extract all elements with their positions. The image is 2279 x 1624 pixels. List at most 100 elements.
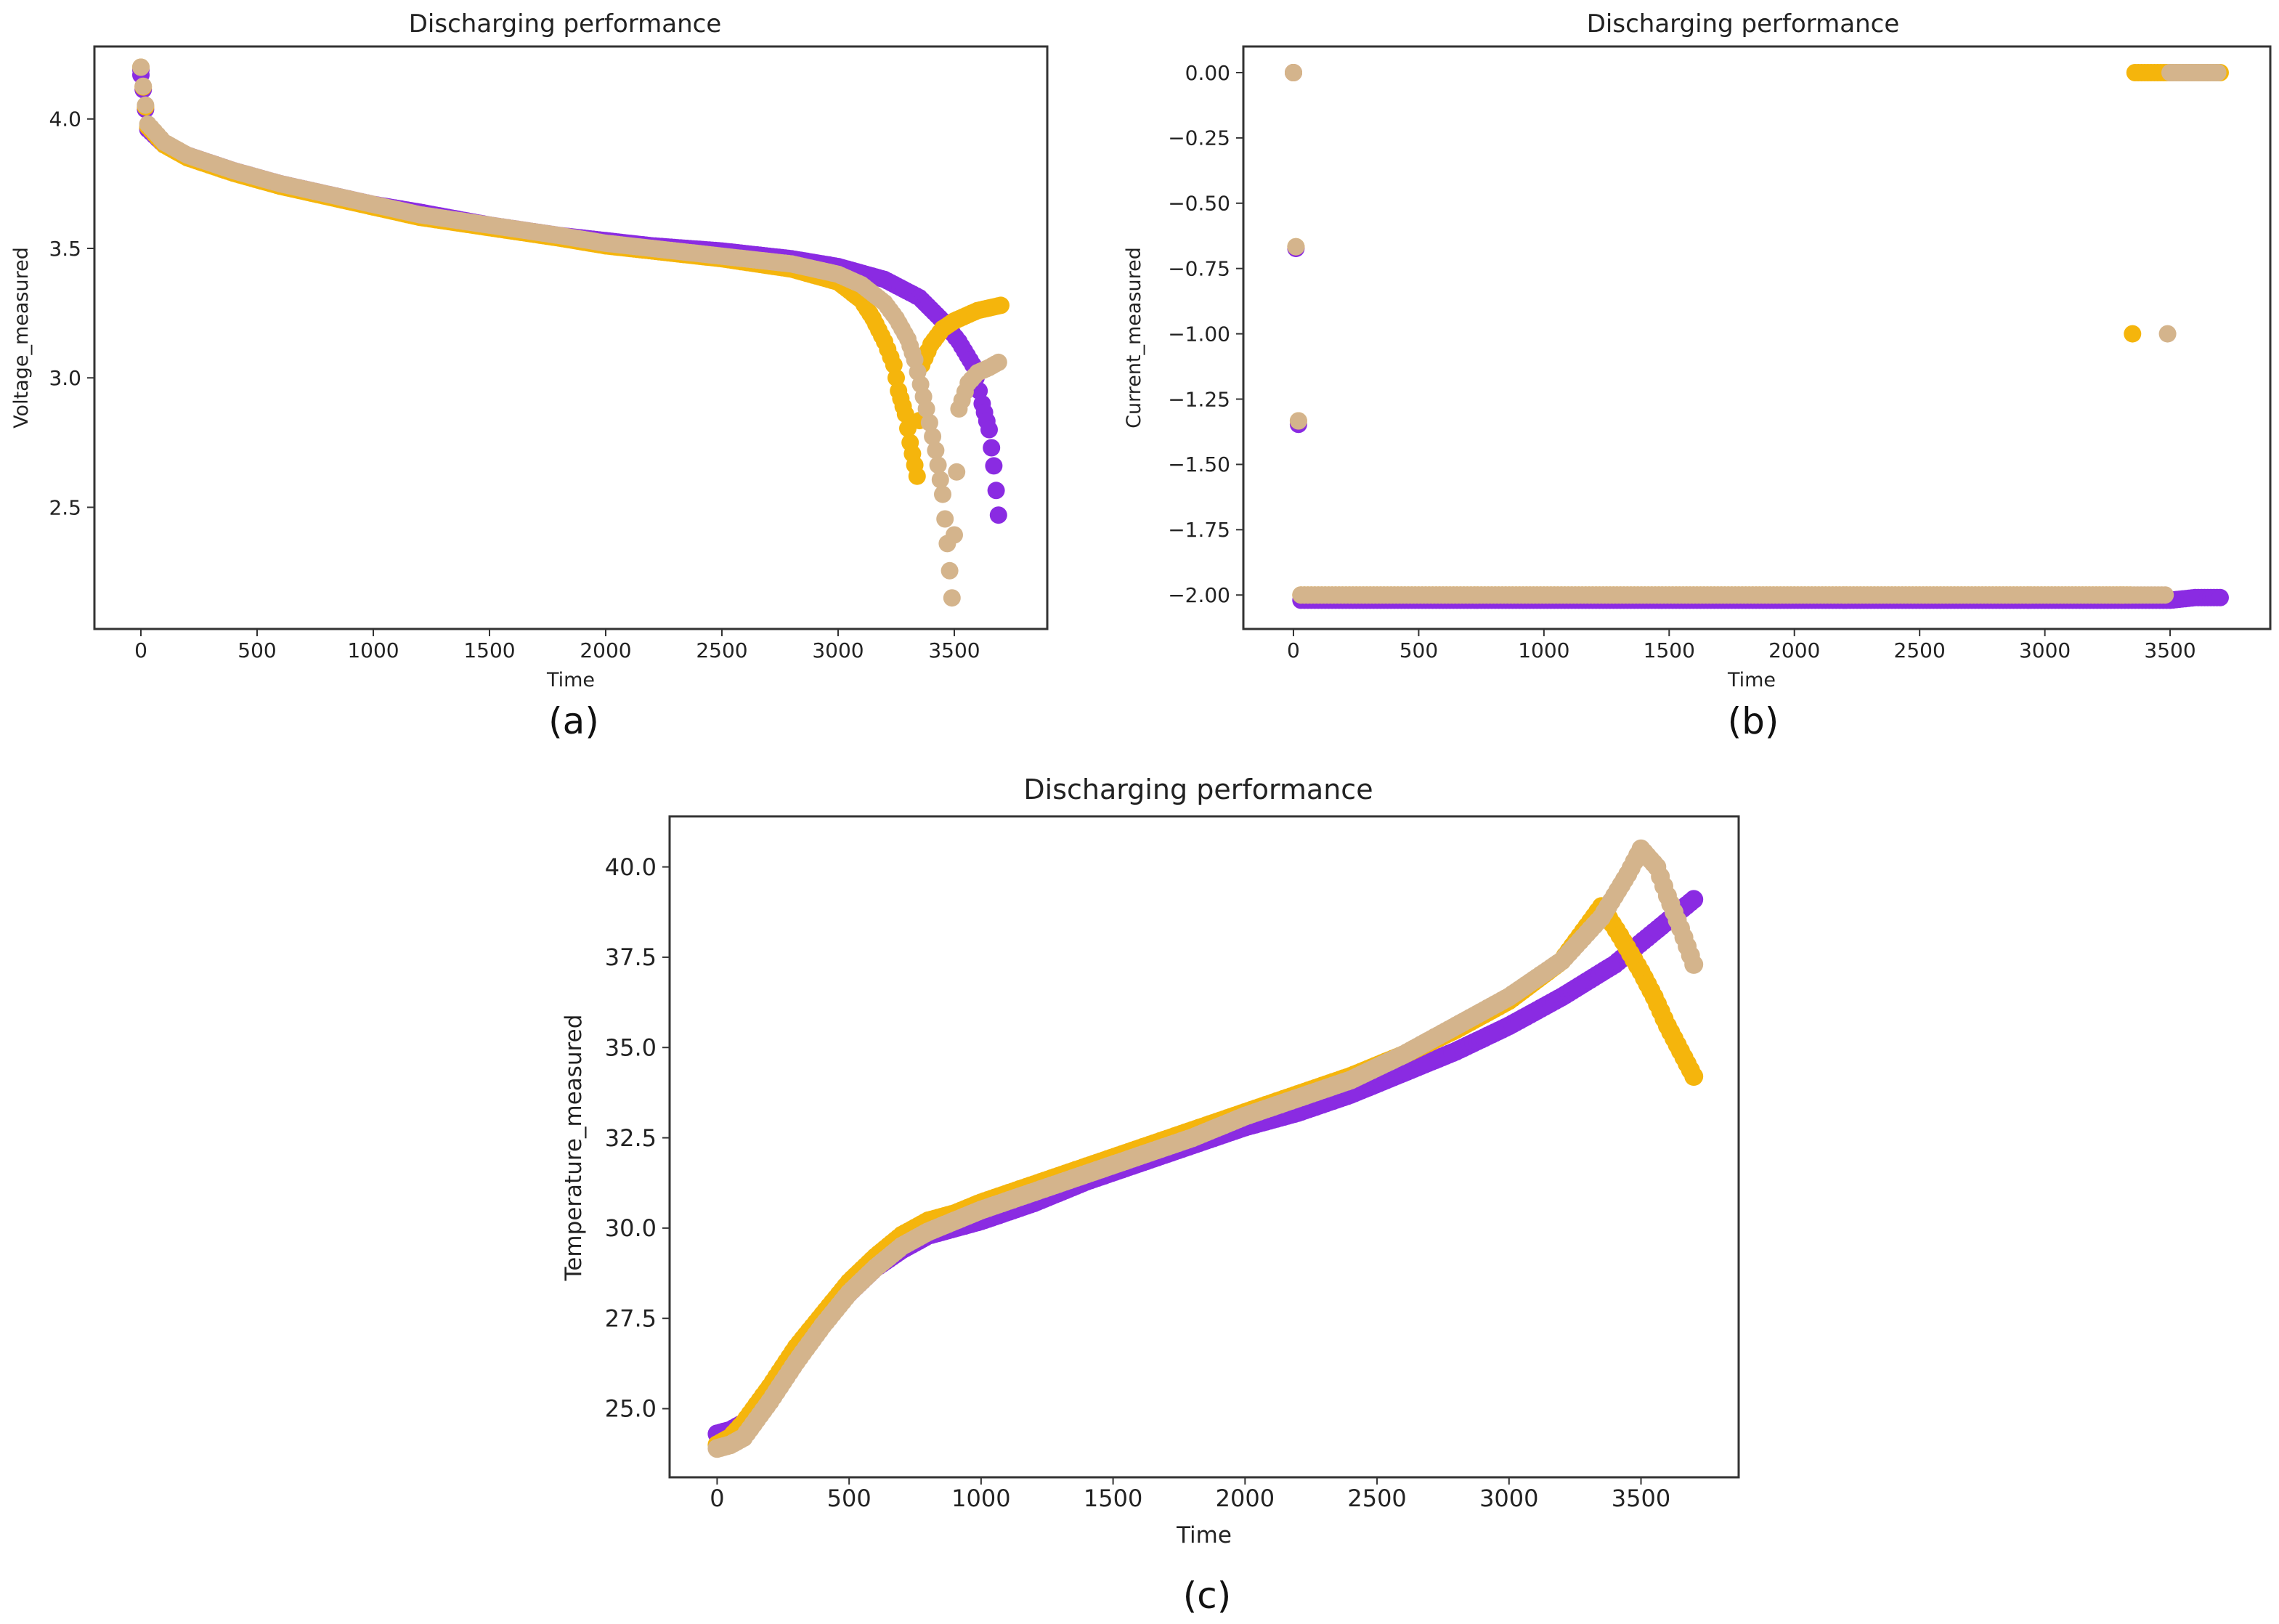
x-tick-label: 1000	[347, 638, 399, 662]
y-tick-label: −1.75	[1168, 518, 1230, 542]
x-tick-label: 2500	[696, 638, 747, 662]
data-point	[2158, 325, 2177, 343]
data-point	[1285, 64, 1302, 81]
x-tick-label: 3000	[1479, 1485, 1538, 1512]
data-point	[948, 463, 966, 481]
x-tick-label: 500	[827, 1485, 872, 1512]
y-tick-label: 27.5	[605, 1304, 657, 1332]
plot-frame	[1242, 45, 2272, 630]
data-point	[1289, 412, 1307, 430]
data-point	[985, 457, 1003, 475]
data-point	[989, 353, 1007, 371]
x-tick-labels: 0 500 1000 1500 2000 2500 3000 3500	[710, 1477, 1670, 1512]
y-tick-label: 40.0	[605, 853, 657, 881]
x-tick-label: 0	[710, 1485, 724, 1512]
x-tick-label: 500	[1400, 638, 1438, 662]
data-point	[2124, 325, 2142, 343]
y-tick-label: −0.25	[1168, 126, 1230, 150]
series-2	[707, 897, 1704, 1455]
y-tick-labels: 25.0 27.5 30.0 32.5 35.0 37.5 40.0	[605, 853, 670, 1423]
y-tick-label: 32.5	[605, 1124, 657, 1152]
data-point	[987, 482, 1005, 500]
y-tick-label: 37.5	[605, 943, 657, 971]
data-point	[943, 589, 961, 607]
y-tick-labels: 2.5 3.0 3.5 4.0	[49, 107, 94, 519]
panel-caption: (b)	[1728, 700, 1779, 742]
x-tick-label: 3000	[812, 638, 864, 662]
y-tick-label: −1.50	[1168, 452, 1230, 476]
data-point	[929, 456, 947, 474]
data-point	[936, 510, 954, 528]
x-tick-label: 3500	[1612, 1485, 1670, 1512]
x-tick-label: 3500	[2144, 638, 2195, 662]
data-point	[992, 296, 1009, 314]
y-tick-label: −0.75	[1168, 256, 1230, 280]
data-point	[1684, 954, 1704, 974]
x-tick-label: 500	[237, 638, 276, 662]
data-point	[134, 77, 153, 95]
data-point	[887, 369, 905, 387]
panel-c: Discharging performance 0 500 1000 1500 2000…	[561, 774, 1740, 1617]
series-1	[1285, 64, 2229, 609]
data-point	[946, 526, 963, 544]
y-axis-label: Current_measured	[1123, 247, 1145, 429]
x-tick-label: 2000	[580, 638, 631, 662]
y-tick-label: 0.00	[1185, 61, 1230, 85]
x-axis-label: Time	[1727, 669, 1776, 691]
x-tick-label: 0	[134, 638, 147, 662]
x-tick-label: 3500	[928, 638, 980, 662]
data-point	[983, 439, 1001, 457]
panel-b: Discharging performance 0 500 1000 1500 2000…	[1123, 9, 2272, 742]
plot-marks	[1285, 64, 2229, 609]
x-tick-label: 1500	[1084, 1485, 1142, 1512]
plot-frame	[668, 815, 1740, 1479]
series-2	[1285, 64, 2229, 604]
data-point	[908, 467, 926, 485]
y-tick-label: 35.0	[605, 1034, 657, 1061]
data-point	[885, 356, 903, 374]
x-tick-label: 0	[1287, 638, 1300, 662]
series-3	[707, 839, 1704, 1458]
data-point	[924, 428, 942, 445]
data-point	[1684, 890, 1704, 909]
x-tick-label: 1500	[463, 638, 515, 662]
x-tick-labels: 0 500 1000 1500 2000 2500 3000 3500	[1287, 629, 2196, 662]
x-tick-label: 1000	[951, 1485, 1010, 1512]
y-tick-label: −1.25	[1168, 387, 1230, 411]
x-axis-label: Time	[1176, 1522, 1232, 1548]
data-point	[2156, 586, 2174, 604]
x-tick-label: 2000	[1216, 1485, 1275, 1512]
data-point	[931, 471, 949, 489]
y-tick-label: 25.0	[605, 1395, 657, 1423]
y-tick-label: 4.0	[49, 107, 81, 131]
data-point	[132, 58, 150, 76]
data-point	[920, 414, 938, 431]
x-tick-label: 2500	[1894, 638, 1946, 662]
data-point	[927, 442, 945, 460]
y-tick-label: −1.00	[1168, 322, 1230, 346]
data-point	[934, 485, 951, 503]
y-tick-label: 3.0	[49, 366, 81, 390]
panel-caption: (c)	[1183, 1575, 1232, 1617]
x-tick-label: 2500	[1347, 1485, 1406, 1512]
x-tick-label: 3000	[2019, 638, 2071, 662]
chart-title: Discharging performance	[1023, 774, 1373, 805]
data-point	[137, 96, 155, 114]
x-tick-labels: 0 500 1000 1500 2000 2500 3000 3500	[134, 629, 980, 662]
data-point	[1287, 237, 1305, 256]
y-axis-label: Voltage_measured	[10, 247, 33, 429]
y-tick-label: −2.00	[1168, 583, 1230, 607]
data-point	[941, 561, 959, 580]
y-tick-label: 2.5	[49, 495, 81, 519]
x-axis-label: Time	[546, 669, 595, 691]
x-tick-label: 1000	[1518, 638, 1569, 662]
y-tick-label: 3.5	[49, 237, 81, 261]
series-3	[1285, 64, 2227, 604]
x-tick-label: 1500	[1644, 638, 1695, 662]
y-axis-label: Temperature_measured	[561, 1015, 587, 1282]
data-point	[917, 400, 935, 418]
series-3	[132, 58, 1007, 607]
y-tick-labels: 0.00 −0.25 −0.50 −0.75 −1.00 −1.25 −1.50 −1.75 −…	[1168, 61, 1243, 607]
chart-title: Discharging performance	[409, 9, 722, 38]
